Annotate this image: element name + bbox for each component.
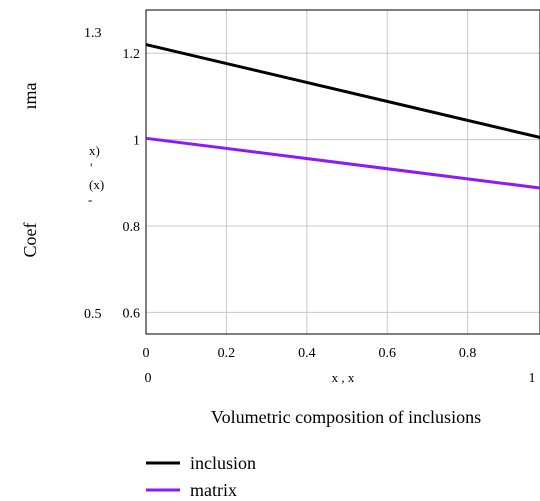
series-layer [145,43,540,190]
y-range-min-label: 0.5 [84,307,102,322]
x-tick-label: 0.2 [218,346,236,361]
series-line-matrix [145,136,540,190]
y-label-fragment-coef: Coef [20,223,40,258]
x-tick-label: 0.4 [298,346,316,361]
axis-fragment-dash: - [88,192,92,207]
plot-frame [145,9,540,335]
y-tick-label: 1 [133,134,140,149]
x-axis-title: Volumetric composition of inclusions [211,407,481,427]
y-tick-label: 0.8 [123,220,141,235]
tick-labels: 0 0.2 0.4 0.6 0.8 0.6 0.8 1 1.2 [123,47,477,361]
x-tick-label: 0 [143,346,150,361]
x-axis-variable-label: x , x [332,370,355,385]
series-line-inclusion [145,43,540,139]
legend-label-inclusion: inclusion [190,453,256,473]
y-range-max-label: 1.3 [84,26,102,41]
x-range-max-label: 1 [529,371,536,386]
legend-label-matrix: matrix [190,480,237,500]
axis-fragment-x-paren: x) [89,143,100,158]
x-tick-label: 0.8 [459,346,477,361]
x-range-min-label: 0 [145,371,152,386]
axis-fragment-apostrophe: ' [90,160,92,175]
y-tick-label: 0.6 [123,306,141,321]
axis-fragment-paren-x: (x) [89,177,104,192]
y-label-fragment-ima: ıma [20,82,40,109]
y-tick-label: 1.2 [123,47,141,62]
x-tick-label: 0.6 [378,346,396,361]
legend: inclusion matrix [146,453,256,500]
